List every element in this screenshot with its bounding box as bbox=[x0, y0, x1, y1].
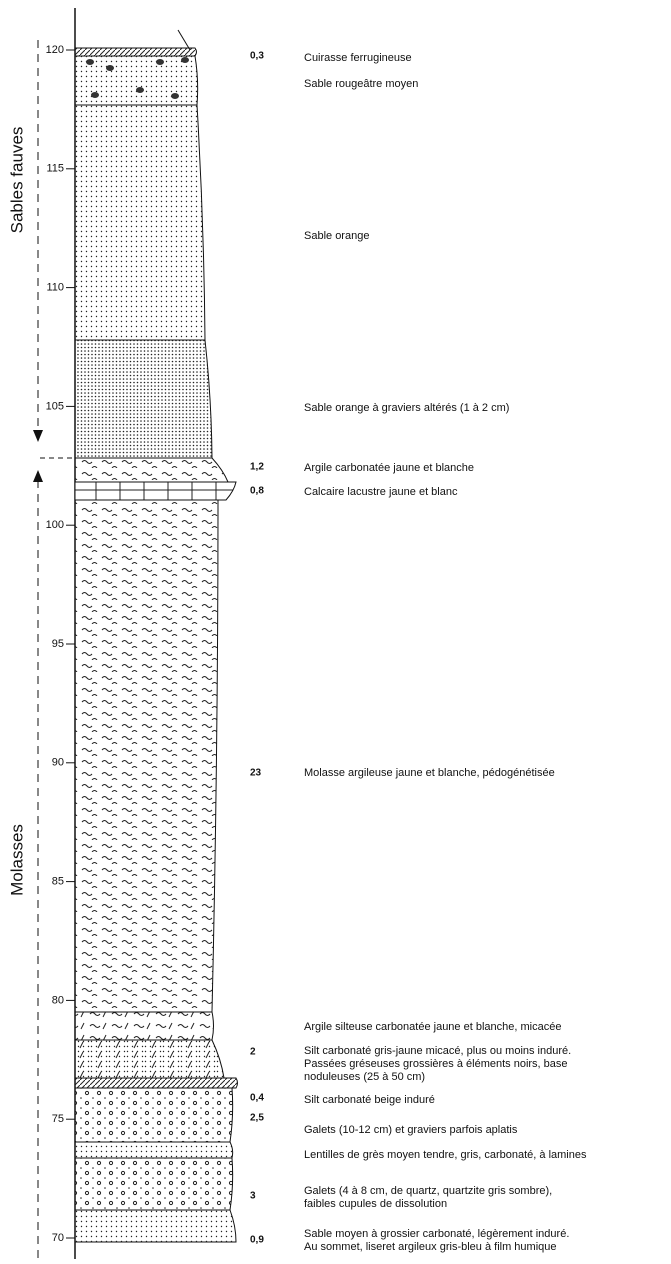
layer bbox=[75, 458, 228, 482]
description: Galets (4 à 8 cm, de quartz, quartzite g… bbox=[304, 1185, 552, 1197]
thickness: 0,4 bbox=[250, 1093, 264, 1104]
tick-label: 90 bbox=[52, 757, 64, 769]
tick-label: 110 bbox=[46, 282, 64, 294]
layer bbox=[75, 1142, 233, 1158]
description: Galets (10-12 cm) et graviers parfois ap… bbox=[304, 1124, 518, 1136]
stratigraphic-column: Sables fauves Molasses 120 115 110 105 100 95… bbox=[0, 0, 671, 1259]
description: Silt carbonaté gris-jaune micacé, plus o… bbox=[304, 1045, 571, 1057]
thickness: 3 bbox=[250, 1191, 256, 1202]
spot bbox=[136, 87, 144, 93]
thickness: 2 bbox=[250, 1047, 256, 1058]
layer bbox=[75, 1088, 233, 1142]
description: Sable rougeâtre moyen bbox=[304, 78, 418, 90]
tick-label: 80 bbox=[52, 994, 64, 1006]
spot bbox=[86, 59, 94, 65]
description: Sable orange bbox=[304, 230, 369, 242]
tick-label: 70 bbox=[52, 1232, 64, 1244]
thickness: 0,8 bbox=[250, 486, 264, 497]
description: Calcaire lacustre jaune et blanc bbox=[304, 486, 458, 498]
tick-label: 100 bbox=[46, 519, 64, 531]
layer bbox=[75, 1012, 214, 1040]
layer bbox=[75, 1210, 236, 1242]
page: Sables fauves Molasses 120 115 110 105 100 95… bbox=[0, 0, 671, 1264]
description: Cuirasse ferrugineuse bbox=[304, 52, 412, 64]
layer bbox=[75, 340, 212, 458]
description: Molasse argileuse jaune et blanche, pédo… bbox=[304, 767, 555, 779]
description: noduleuses (25 à 50 cm) bbox=[304, 1071, 425, 1083]
spot bbox=[171, 93, 179, 99]
thickness: 2,5 bbox=[250, 1113, 264, 1124]
layer bbox=[75, 105, 205, 340]
spot bbox=[181, 57, 189, 63]
description: faibles cupules de dissolution bbox=[304, 1198, 447, 1210]
description: Passées gréseuses grossières à éléments … bbox=[304, 1058, 568, 1070]
thickness: 0,9 bbox=[250, 1235, 264, 1246]
layer bbox=[75, 1040, 224, 1078]
description: Silt carbonaté beige induré bbox=[304, 1094, 435, 1106]
arrow bbox=[33, 470, 43, 482]
description: Au sommet, liseret argileux gris-bleu à … bbox=[304, 1241, 557, 1253]
spot bbox=[106, 65, 114, 71]
tick-label: 95 bbox=[52, 638, 64, 650]
description: Argile silteuse carbonatée jaune et blan… bbox=[304, 1021, 561, 1033]
thickness: 1,2 bbox=[250, 462, 264, 473]
tick-label: 75 bbox=[52, 1113, 64, 1125]
spot bbox=[156, 59, 164, 65]
layer bbox=[75, 1078, 238, 1088]
layer bbox=[75, 48, 197, 56]
description: Lentilles de grès moyen tendre, gris, ca… bbox=[304, 1149, 587, 1161]
marker bbox=[178, 30, 190, 50]
tick-label: 115 bbox=[46, 163, 64, 175]
group-label: Molasses bbox=[7, 824, 26, 896]
description: Argile carbonatée jaune et blanche bbox=[304, 462, 474, 474]
group-label: Sables fauves bbox=[7, 127, 26, 234]
thickness: 23 bbox=[250, 768, 262, 779]
thickness: 0,3 bbox=[250, 51, 264, 62]
description: Sable orange à graviers altérés (1 à 2 c… bbox=[304, 402, 509, 414]
spot bbox=[91, 92, 99, 98]
tick-label: 105 bbox=[46, 400, 64, 412]
layer bbox=[75, 482, 236, 500]
arrow bbox=[33, 430, 43, 442]
tick-label: 85 bbox=[52, 876, 64, 888]
tick-label: 120 bbox=[46, 44, 64, 56]
layer bbox=[75, 500, 218, 1012]
description: Sable moyen à grossier carbonaté, légère… bbox=[304, 1228, 569, 1240]
layer bbox=[75, 1158, 233, 1210]
